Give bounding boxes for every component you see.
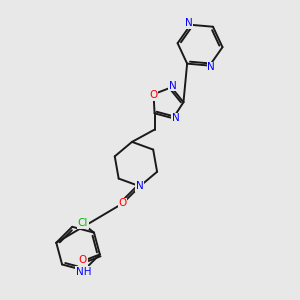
Text: N: N [169, 81, 177, 91]
Text: N: N [136, 181, 144, 191]
Text: O: O [118, 198, 127, 208]
Text: N: N [207, 62, 215, 72]
Text: N: N [172, 113, 179, 123]
Text: O: O [149, 90, 158, 100]
Text: O: O [79, 255, 87, 265]
Text: N: N [185, 18, 193, 28]
Text: Cl: Cl [77, 218, 88, 228]
Text: NH: NH [76, 267, 92, 277]
